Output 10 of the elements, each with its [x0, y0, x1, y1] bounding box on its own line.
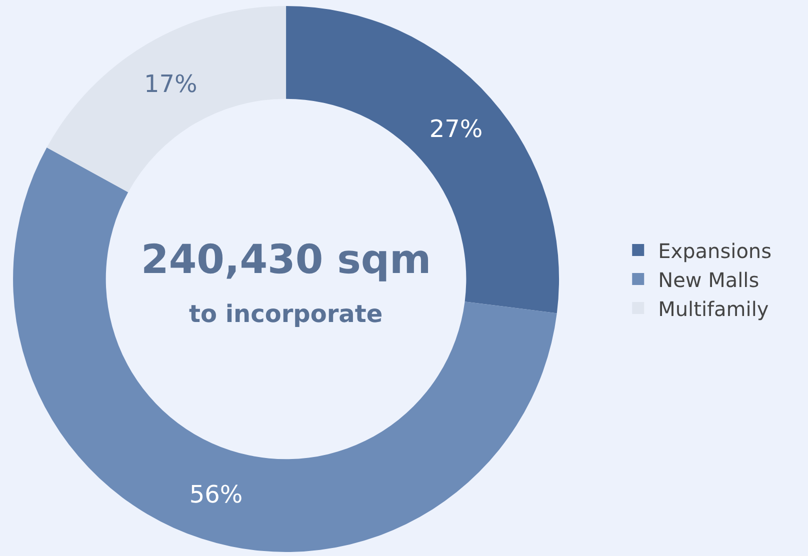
donut-slice — [13, 147, 557, 552]
data-label: 17% — [144, 70, 198, 98]
data-label: 27% — [429, 115, 483, 144]
text: to incorporate — [189, 300, 383, 328]
data-label: 56% — [189, 480, 243, 508]
legend-label: Expansions — [658, 238, 772, 263]
donut-slice — [46, 6, 286, 192]
text: 240,430 sqm — [141, 237, 432, 283]
legend-label: New Malls — [658, 268, 760, 292]
legend-label: Multifamily — [658, 296, 769, 321]
